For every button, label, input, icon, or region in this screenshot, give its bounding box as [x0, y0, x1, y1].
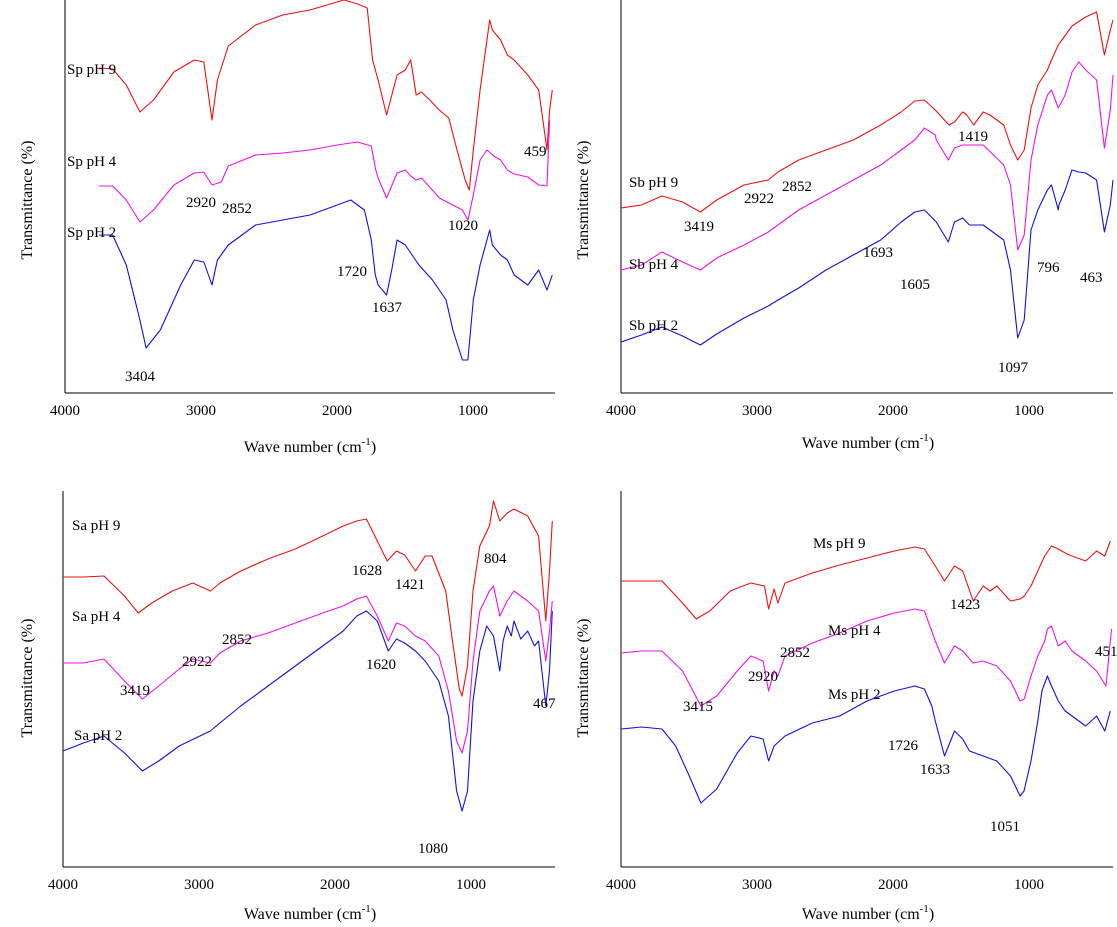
peak-label: 3419	[120, 683, 150, 699]
y-axis-title: Transmittance (%)	[575, 619, 592, 738]
x-tick-label: 1000	[458, 403, 488, 419]
peak-label: 2852	[222, 201, 252, 217]
series-group	[62, 500, 553, 812]
y-axis-title: Transmittance (%)	[19, 619, 36, 738]
peak-label: 1633	[920, 762, 950, 778]
spectrum-line-ms-ph-4	[620, 608, 1113, 707]
x-tick-label: 3000	[742, 403, 772, 419]
series-label: Sb pH 4	[629, 257, 679, 273]
peak-label: 3415	[683, 699, 713, 715]
spectrum-line-sp-ph-4	[99, 119, 551, 223]
series-label: Sa pH 9	[72, 518, 120, 534]
series-label: Ms pH 2	[828, 687, 881, 703]
x-axis-title: Wave number (cm-1)	[802, 903, 934, 923]
peak-label: 2920	[186, 195, 216, 211]
x-axis-title: Wave number (cm-1)	[244, 436, 376, 456]
spectrum-line-sa-ph-4	[63, 585, 553, 754]
series-label: Sp pH 9	[67, 62, 116, 78]
peak-label: 2922	[744, 191, 774, 207]
spectrum-line-ms-ph-9	[621, 540, 1111, 620]
spectrum-line-sp-ph-2	[99, 199, 553, 361]
x-ticks: 4000 3000 2000 1000	[606, 877, 1044, 893]
spectrum-line-ms-ph-2	[620, 675, 1111, 804]
x-tick-label: 3000	[742, 877, 772, 893]
x-ticks: 4000 3000 2000 1000	[50, 403, 488, 419]
x-tick-label: 3000	[184, 877, 214, 893]
y-axis-title: Transmittance (%)	[19, 141, 36, 260]
panel-sb: 4000 3000 2000 1000 Wave number (cm-1) T…	[558, 0, 1116, 463]
peak-label: 1637	[372, 300, 403, 316]
x-ticks: 4000 3000 2000 1000	[606, 403, 1044, 419]
series-label: Sb pH 9	[629, 175, 678, 191]
x-tick-label: 4000	[606, 877, 636, 893]
x-ticks: 4000 3000 2000 1000	[48, 877, 486, 893]
peak-label: 2852	[780, 645, 810, 661]
peak-label: 451	[1095, 644, 1117, 660]
series-label: Ms pH 9	[813, 536, 866, 552]
peak-label: 1720	[337, 264, 367, 280]
peak-label: 1080	[418, 841, 448, 857]
panel-sa: 4000 3000 2000 1000 Wave number (cm-1) T…	[0, 463, 558, 926]
peak-label: 804	[484, 551, 507, 567]
x-tick-label: 1000	[1014, 403, 1044, 419]
x-tick-label: 2000	[878, 403, 908, 419]
spectrum-line-sa-ph-9	[63, 500, 553, 697]
x-axis-title: Wave number (cm-1)	[244, 903, 376, 923]
peak-label: 3419	[684, 219, 714, 235]
chart-ms: 4000 3000 2000 1000 Wave number (cm-1) T…	[575, 491, 1117, 923]
spectrum-line-sa-ph-2	[62, 610, 553, 812]
peak-label: 3404	[125, 369, 156, 385]
peak-label: 1693	[863, 245, 893, 261]
peak-label: 459	[524, 144, 547, 160]
peak-label: 2852	[782, 179, 812, 195]
series-label: Sa pH 4	[72, 609, 121, 625]
series-group	[620, 540, 1113, 804]
peak-label: 1628	[352, 563, 382, 579]
peak-label: 1620	[366, 657, 396, 673]
spectrum-line-sp-ph-9	[98, 0, 553, 191]
panel-sp: 4000 3000 2000 1000 Wave number (cm-1) T…	[0, 0, 558, 463]
x-tick-label: 1000	[456, 877, 486, 893]
series-label: Sa pH 2	[74, 728, 122, 744]
peak-label: 2852	[222, 632, 252, 648]
x-tick-label: 3000	[186, 403, 216, 419]
x-tick-label: 2000	[878, 877, 908, 893]
x-tick-label: 4000	[50, 403, 80, 419]
series-label: Ms pH 4	[828, 623, 881, 639]
series-group	[620, 11, 1114, 346]
spectrum-line-sb-ph-4	[620, 61, 1114, 271]
series-label: Sp pH 2	[67, 225, 116, 241]
x-axis-title: Wave number (cm-1)	[802, 432, 934, 452]
series-label: Sp pH 4	[67, 154, 117, 170]
spectrum-line-sb-ph-9	[620, 11, 1114, 213]
chart-sb: 4000 3000 2000 1000 Wave number (cm-1) T…	[575, 0, 1114, 452]
chart-sp: 4000 3000 2000 1000 Wave number (cm-1) T…	[19, 0, 555, 456]
x-tick-label: 4000	[606, 403, 636, 419]
peak-label: 1020	[448, 218, 478, 234]
spectrum-line-sb-ph-2	[620, 169, 1114, 346]
peak-label: 796	[1037, 260, 1060, 276]
peak-label: 1419	[958, 129, 988, 145]
peak-label: 467	[533, 696, 556, 712]
peak-label: 463	[1080, 270, 1103, 286]
peak-label: 2922	[182, 654, 212, 670]
x-tick-label: 2000	[322, 403, 352, 419]
peak-label: 1421	[395, 577, 425, 593]
series-label: Sb pH 2	[629, 318, 678, 334]
panel-ms: 4000 3000 2000 1000 Wave number (cm-1) T…	[558, 463, 1117, 926]
x-tick-label: 4000	[48, 877, 78, 893]
x-tick-label: 1000	[1014, 877, 1044, 893]
peak-label: 1051	[990, 819, 1020, 835]
peak-label: 2920	[748, 669, 778, 685]
peak-label: 1726	[888, 738, 919, 754]
x-tick-label: 2000	[320, 877, 350, 893]
peak-label: 1605	[900, 277, 930, 293]
series-group	[98, 0, 553, 361]
chart-sa: 4000 3000 2000 1000 Wave number (cm-1) T…	[19, 491, 556, 923]
peak-label: 1097	[998, 360, 1029, 376]
peak-label: 1423	[950, 597, 980, 613]
y-axis-title: Transmittance (%)	[575, 141, 592, 260]
